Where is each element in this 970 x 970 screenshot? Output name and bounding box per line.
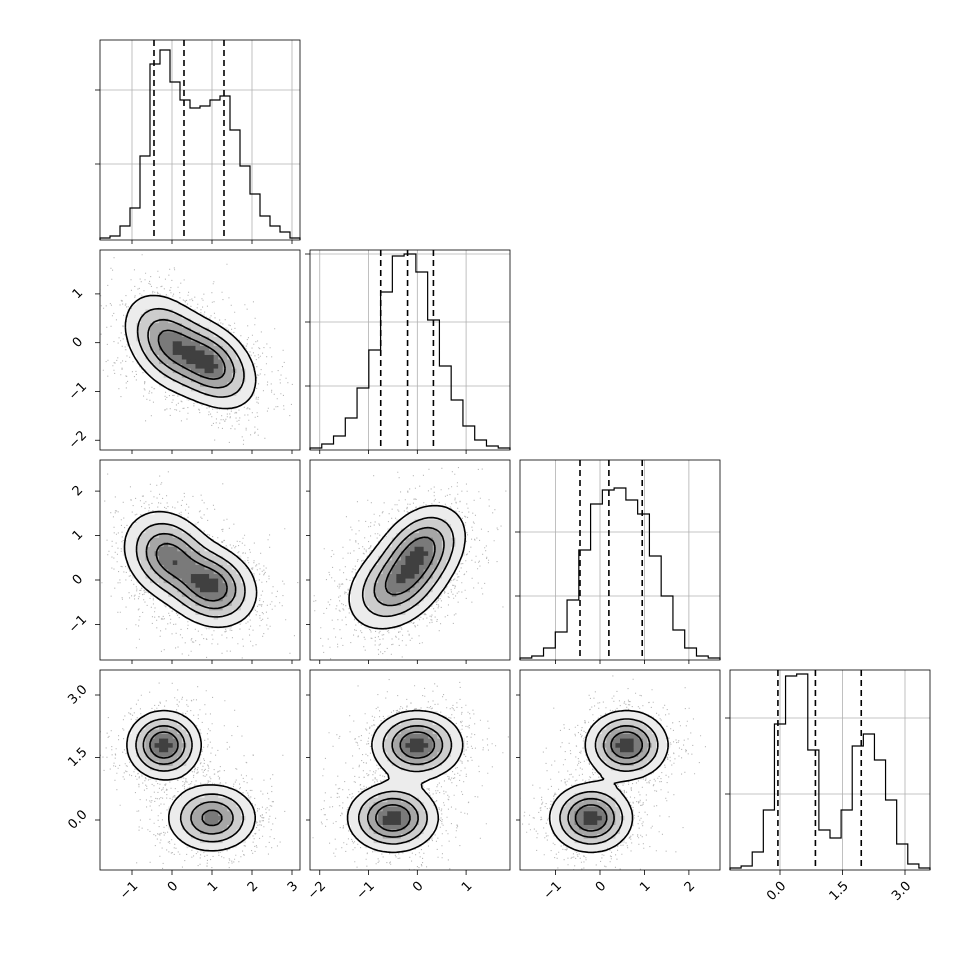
xtick-label-3-2: 3.0 (889, 879, 914, 904)
ytick-label-3-2: 3.0 (65, 682, 90, 707)
density-panel-1-0 (99, 249, 301, 451)
xtick-label-0-3: 2 (245, 879, 261, 895)
contour-3-0-0 (126, 709, 256, 852)
contour-3-1-3 (375, 731, 436, 832)
contour-2-1-2 (373, 526, 445, 607)
ytick-label-1-2: 0 (70, 334, 86, 350)
hist-panel-3 (725, 669, 931, 871)
hist-2-bars (519, 487, 721, 660)
hist-panel-1 (305, 249, 511, 451)
hist-1-frame (309, 249, 511, 451)
density-frame-1-0 (99, 249, 301, 451)
contour-3-0-3 (149, 731, 223, 827)
hist-1-bars (309, 253, 511, 450)
ytick-label-2-1: 0 (70, 572, 86, 588)
contour-1-0-2 (147, 318, 236, 389)
xtick-label-1-3: 1 (459, 879, 475, 895)
density-panel-2-1 (309, 459, 511, 661)
ytick-label-2-3: 2 (70, 483, 86, 499)
contour-2-1-1 (361, 516, 455, 618)
contour-1-0-1 (136, 307, 245, 398)
contour-3-2-2 (567, 725, 651, 838)
xtick-label-1-0: −2 (305, 879, 329, 903)
contour-3-1-2 (367, 725, 444, 838)
density-frame-3-2 (519, 669, 721, 871)
density-panel-3-2 (519, 669, 721, 871)
contour-2-0-1 (135, 522, 246, 618)
contour-3-1-1 (358, 718, 453, 845)
contour-2-0-0 (123, 510, 258, 629)
ytick-label-1-0: −2 (66, 428, 90, 452)
contour-3-2-1 (559, 718, 659, 845)
density-frame-3-1 (309, 669, 511, 871)
xtick-label-2-1: 0 (593, 879, 609, 895)
contour-3-2-0 (548, 709, 669, 854)
ytick-label-1-1: −1 (66, 379, 90, 403)
xtick-label-0-1: 0 (165, 879, 181, 895)
xtick-label-2-0: −1 (541, 879, 565, 903)
density-shade-3-0 (127, 710, 255, 853)
hist-0-bars (99, 49, 301, 240)
contour-2-0-2 (145, 532, 237, 610)
hist-0-frame (99, 39, 301, 241)
scatter-3-2 (520, 670, 706, 870)
corner-panels: −1 0 1 2 3 −2 −1 0 1 −1 0 1 2 0.0 1.5 3.0−2−101−10120.0… (65, 39, 931, 904)
contour-2-1-0 (348, 504, 467, 630)
xtick-label-2-2: 1 (637, 879, 653, 895)
contour-3-0-2 (142, 725, 234, 835)
density-shade-3-2 (551, 710, 671, 853)
ytick-label-2-2: 1 (70, 527, 86, 543)
contour-1-0-0 (124, 294, 257, 410)
density-panel-2-0 (99, 459, 301, 661)
ytick-label-2-0: −1 (66, 612, 90, 636)
density-panel-3-0 (99, 669, 301, 871)
contour-3-2-3 (574, 731, 643, 832)
xtick-label-0-4: 3 (285, 879, 301, 895)
ytick-label-3-0: 0.0 (65, 807, 90, 832)
ytick-label-3-1: 1.5 (65, 745, 90, 770)
hist-2-frame (519, 459, 721, 661)
contour-2-1-3 (384, 536, 436, 596)
xtick-label-3-0: 0.0 (764, 879, 789, 904)
hist-3-frame (729, 669, 931, 871)
contour-3-1-0 (346, 709, 464, 854)
xtick-label-1-2: 0 (410, 879, 426, 895)
xtick-label-0-2: 1 (205, 879, 221, 895)
density-frame-2-1 (309, 459, 511, 661)
contour-3-0-1 (135, 718, 245, 843)
xtick-label-3-1: 1.5 (827, 879, 852, 904)
hist-panel-2 (515, 459, 721, 661)
xtick-label-1-1: −1 (354, 879, 378, 903)
density-frame-3-0 (99, 669, 301, 871)
xtick-label-0-0: −1 (117, 879, 141, 903)
ytick-label-1-3: 1 (70, 286, 86, 302)
hist-3-bars (729, 673, 931, 870)
contour-1-0-3 (157, 329, 226, 380)
density-panel-3-1 (309, 669, 511, 871)
hist-panel-0 (95, 39, 301, 241)
contour-2-0-3 (155, 542, 228, 602)
density-frame-2-0 (99, 459, 301, 661)
xtick-label-2-3: 2 (682, 879, 698, 895)
